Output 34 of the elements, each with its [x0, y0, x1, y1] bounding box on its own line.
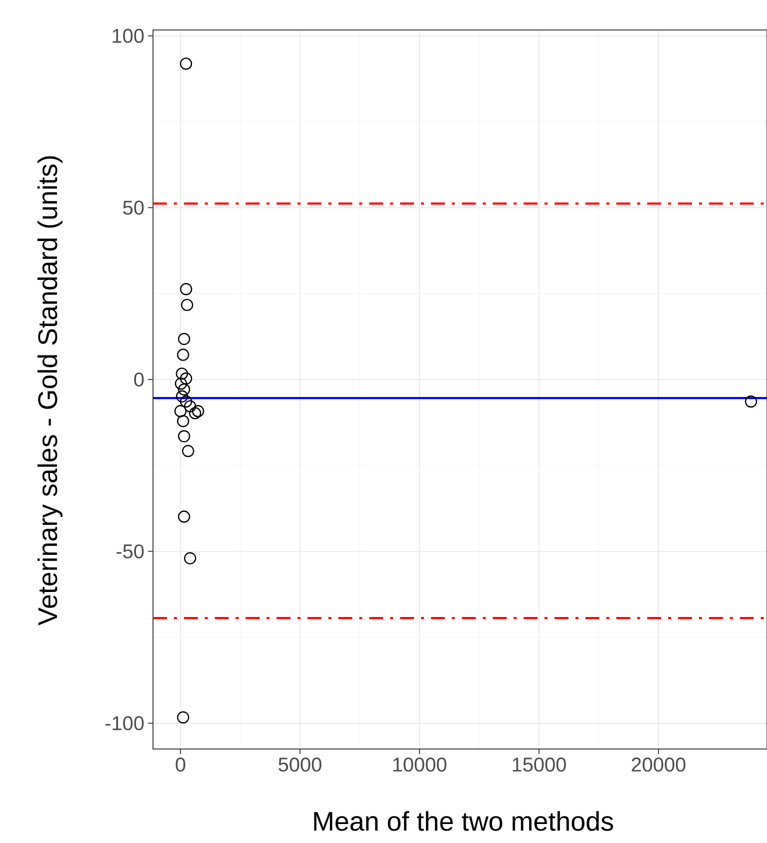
point	[180, 298, 194, 312]
point	[176, 415, 190, 428]
point	[192, 405, 204, 418]
point	[176, 390, 188, 402]
x-tick-label: 0	[176, 758, 186, 772]
x-tick-label: 15000	[512, 758, 566, 772]
point	[184, 400, 196, 412]
point	[178, 332, 190, 346]
point	[744, 395, 758, 408]
point	[178, 430, 190, 442]
y-tick-label: -100	[105, 716, 144, 730]
point	[184, 552, 196, 564]
point	[178, 510, 190, 523]
x-tick-label: 10000	[393, 758, 446, 772]
y-tick-label: 50	[123, 200, 144, 215]
y-tick-label: -50	[116, 544, 144, 558]
point	[174, 405, 187, 418]
point	[188, 407, 202, 420]
y-tick-label: 0	[134, 372, 144, 387]
y-axis-title: Veterinary sales - Gold Standard (units)	[37, 156, 63, 626]
point	[176, 368, 188, 380]
point	[180, 372, 192, 385]
point	[180, 283, 192, 296]
point	[176, 711, 190, 724]
point	[176, 348, 190, 361]
x-tick-label: 5000	[278, 758, 322, 772]
point	[174, 378, 188, 390]
x-tick-label: 20000	[632, 758, 686, 772]
point	[180, 58, 192, 70]
y-tick-label: 100	[112, 28, 144, 43]
point	[182, 444, 194, 458]
x-axis-title: Mean of the two methods	[314, 811, 614, 831]
point	[180, 395, 192, 408]
point	[178, 383, 190, 396]
